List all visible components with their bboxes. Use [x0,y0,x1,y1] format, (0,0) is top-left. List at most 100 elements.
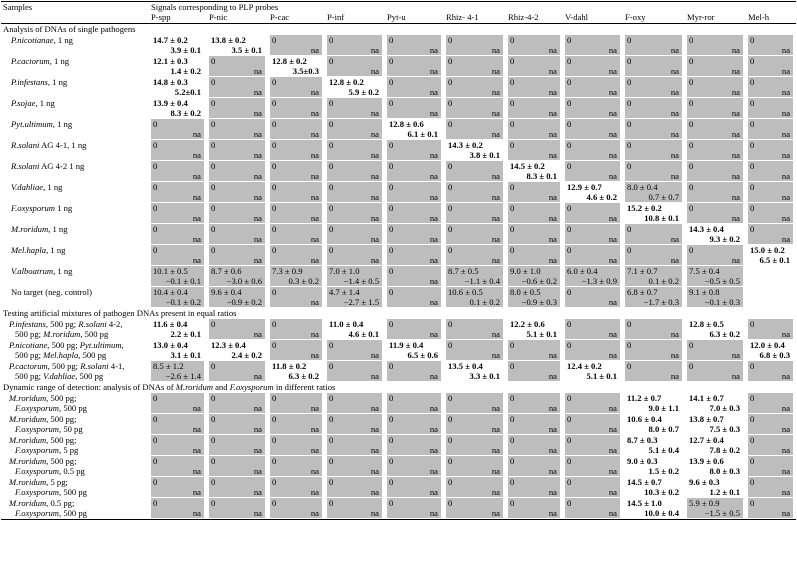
signal-cell: 0 na [268,392,325,414]
signal-ratio: na [781,212,791,223]
signal-ratio: na [670,328,679,339]
signal-cell: 9.6 ± 0.4 −0.9 ± 0.2 [207,286,268,308]
signal-ratio: 8.0 ± 0.3 [709,465,741,476]
signal-ratio: na [491,128,500,139]
signal-value: 0 [272,181,277,192]
signal-ratio: −1.7 ± 0.3 [643,296,679,307]
signal-value: 14.3 ± 0.2 [448,139,483,150]
signal-cell: 12.2 ± 0.6 5.1 ± 0.1 [506,319,563,340]
signal-value: 0 [211,202,216,213]
probe-header: Myr-ror [685,12,746,24]
signal-value: 0 [689,118,694,129]
signal-value: 0 [510,392,515,403]
signal-value: 0 [567,392,572,403]
signal-ratio: −1.1 ± 0.4 [464,275,500,286]
signal-cell [746,266,796,287]
signal-value: 0 [272,455,277,466]
signal-value: 0 [750,434,755,445]
signal-value: 0 [567,413,572,424]
signal-value: 0 [689,76,694,87]
signal-value: 0 [272,244,277,255]
signal-value: 0 [389,265,394,276]
signal-value: 13.5 ± 0.4 [448,360,483,371]
signal-ratio: na [548,128,557,139]
signal-value: 0 [510,476,515,487]
signal-ratio: na [608,402,617,413]
signal-ratio: na [548,486,557,497]
signal-value: 0 [627,223,632,234]
signal-cell: 0 na [506,181,563,203]
signal-ratio: na [192,128,201,139]
signal-ratio: 6.1 ± 0.1 [407,128,439,139]
sample-label: F.oxysporum 1 ng [11,202,73,213]
signal-ratio: 7.5 ± 0.3 [709,423,741,434]
signal-cell: 14.1 ± 0.7 7.0 ± 0.3 [685,393,746,414]
signal-cell: 0 na [563,55,623,77]
signal-ratio: na [608,254,617,265]
signal-ratio: na [781,233,791,244]
signal-cell: 8.7 ± 0.5 −1.1 ± 0.4 [444,265,506,287]
signal-cell: 0 na [385,265,444,287]
signal-value: 0 [329,392,334,403]
signal-ratio: 2.4 ± 0.2 [231,349,263,360]
signal-value: 12.9 ± 0.7 [567,181,602,192]
signal-ratio: na [429,296,438,307]
signal-value: 0 [510,202,515,213]
signal-cell: 0 na [207,202,268,224]
signal-ratio: na [670,370,679,381]
signal-cell: 0 na [385,318,444,340]
signal-cell: 11.0 ± 0.4 4.6 ± 0.1 [325,319,385,340]
signal-value: 0 [329,181,334,192]
signal-ratio: na [310,486,319,497]
signal-cell: 10.6 ± 0.4 8.0 ± 0.7 [623,414,685,435]
signal-ratio: na [192,465,201,476]
section-title: Testing artificial mixtures of pathogen … [3,307,237,318]
signal-ratio: na [491,423,500,434]
signal-cell: 0 na [207,223,268,245]
signal-value: 0 [329,202,334,213]
signal-cell: 0 na [149,223,207,245]
signal-cell: 0 na [685,34,746,56]
signal-cell: 0 na [623,244,685,266]
signal-value: 0 [567,455,572,466]
signal-value: 0 [567,118,572,129]
signal-cell: 0 na [444,392,506,414]
signal-ratio: na [781,486,791,497]
signal-ratio: 6.5 ± 0.6 [407,349,439,360]
signal-ratio: na [429,212,438,223]
signal-cell: 0 na [623,34,685,56]
signal-cell: 9.1 ± 0.8 −0.1 ± 0.3 [685,286,746,308]
signal-value: 0 [750,455,755,466]
signal-cell: 0 na [149,413,207,435]
signal-ratio: na [608,507,617,518]
signal-value: 0 [211,139,216,150]
signal-value: 8.5 ± 1.2 [153,360,184,371]
signal-value: 0 [448,455,453,466]
signal-cell: 0 na [207,497,268,520]
signal-cell: 8.0 ± 0.5 −0.9 ± 0.3 [506,286,563,308]
signal-ratio: 0.7 ± 0.7 [648,191,680,202]
signal-ratio: −1.5 ± 0.5 [704,507,740,518]
signal-ratio: na [310,107,319,118]
signal-ratio: na [310,349,319,360]
signal-cell: 0 na [207,160,268,182]
signal-value: 0 [567,202,572,213]
results-table: Samples Signals corresponding to PLP pro… [1,1,797,520]
signal-ratio: na [253,107,262,118]
signal-cell: 0 na [623,76,685,98]
signal-cell: 0 na [746,497,797,520]
signal-cell: 9.0 ± 0.3 1.5 ± 0.2 [623,456,685,477]
signal-value: 0 [211,497,216,508]
signal-cell: 14.3 ± 0.4 9.3 ± 0.2 [685,224,746,245]
signal-cell: 0 na [563,413,623,435]
signal-value: 0 [448,339,453,350]
signal-ratio: na [370,44,379,55]
signal-ratio: 5.2±0.1 [174,86,201,97]
signal-ratio: na [491,44,500,55]
signal-cell: 0 na [563,455,623,477]
signal-value: 12.8 ± 0.6 [389,118,424,129]
signal-ratio: na [429,107,438,118]
signal-value: 0 [750,360,755,371]
signal-cell: 0 na [746,55,796,77]
signal-cell: 0 na [385,223,444,245]
